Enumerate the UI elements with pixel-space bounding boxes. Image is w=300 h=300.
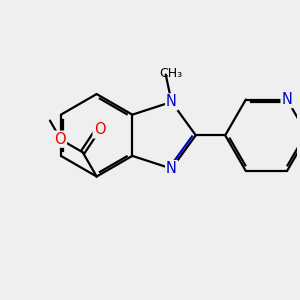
Text: O: O <box>94 122 105 137</box>
Text: O: O <box>54 132 66 147</box>
Text: N: N <box>282 92 292 107</box>
Text: N: N <box>166 161 177 176</box>
Text: CH₃: CH₃ <box>160 67 183 80</box>
Text: N: N <box>166 94 177 110</box>
